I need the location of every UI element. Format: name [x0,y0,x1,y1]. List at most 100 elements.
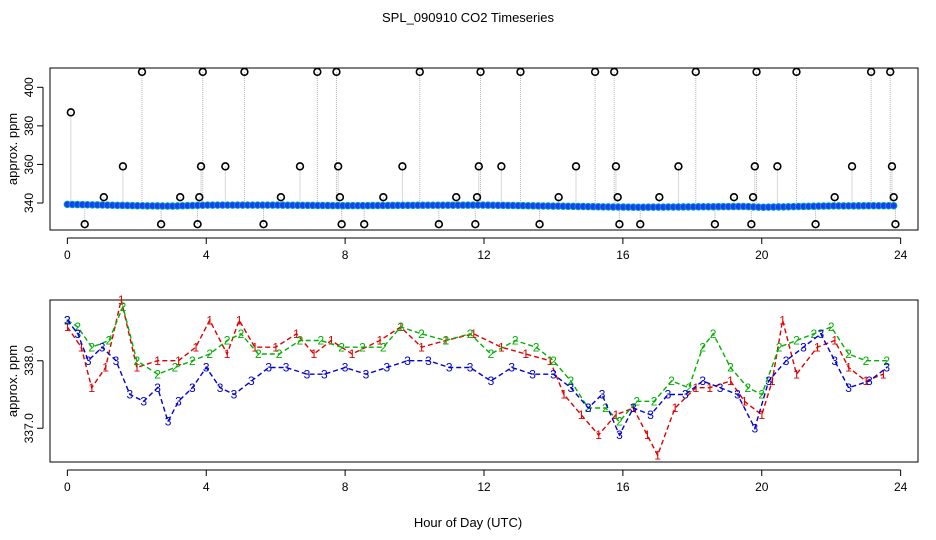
outlier-point [476,67,485,77]
outlier-point [313,67,322,77]
top-x-tick-label: 0 [64,248,71,262]
series-1-marker: 1 [88,381,95,395]
series-3-marker: 3 [599,388,606,402]
outlier-point [554,193,563,202]
outlier-point [710,220,720,229]
series-1-marker: 1 [741,394,748,408]
series-2-marker: 2 [793,334,800,348]
series-1-marker: 1 [672,401,679,415]
series-1-marker: 1 [831,334,838,348]
bottom-x-tick-label: 24 [894,480,908,494]
series-1-marker: 1 [814,340,821,354]
series-3-marker: 3 [321,367,328,381]
series-2-marker: 2 [255,347,262,361]
series-2-marker: 2 [442,334,449,348]
outlier-point [830,193,839,202]
series-3-marker: 3 [665,388,672,402]
series-3-marker: 3 [363,367,370,381]
top-ylabel: approx. ppm [5,113,20,185]
outlier-point [332,67,341,77]
series-1-marker: 1 [845,361,852,375]
outlier-point [516,67,525,77]
series-1-marker: 1 [206,313,213,327]
series-3-marker: 3 [113,354,120,368]
outlier-point [674,162,683,171]
series-1-marker: 1 [692,381,699,395]
series-3-marker: 3 [550,367,557,381]
top-x-tick-label: 20 [755,248,769,262]
outlier-point [452,193,461,202]
series-2-marker: 2 [297,334,304,348]
outlier-point [811,220,820,229]
outlier-point [259,220,268,229]
series-2-marker: 2 [863,354,870,368]
bottom-x-tick-label: 20 [755,480,769,494]
series-3-marker: 3 [682,388,689,402]
series-1-marker: 1 [154,354,161,368]
series-2-marker: 2 [567,374,574,388]
series-1-marker: 1 [522,347,529,361]
outlier-point [195,193,204,202]
series-1-marker: 1 [706,381,713,395]
top-y-tick-label: 360 [22,154,36,174]
top-axes: 0 4 8 12 16 20 24 340 360 380 400 [22,77,908,262]
bottom-x-tick-label: 4 [203,480,210,494]
series-2-marker: 2 [224,334,231,348]
series-1-marker: 1 [779,313,786,327]
top-x-tick-label: 8 [342,248,349,262]
outlier-point [276,193,286,202]
outlier-point [474,162,483,171]
series-3-marker: 3 [425,354,432,368]
outlier-point [748,193,758,202]
series-3-marker: 3 [630,401,637,415]
series-2-marker: 2 [276,347,283,361]
outlier-point [866,67,876,77]
series-1-marker: 1 [118,293,125,307]
series-3-marker: 3 [248,374,255,388]
outlier-point [891,220,900,229]
series-2-marker: 2 [512,334,519,348]
outlier-point [636,220,645,229]
series-2-marker: 2 [686,381,693,395]
series-2-marker: 2 [758,388,765,402]
series-3-marker: 3 [446,361,453,375]
series-1-marker: 1 [880,367,887,381]
series-1-marker: 1 [547,354,554,368]
series-3-marker: 3 [699,374,706,388]
top-x-tick-label: 24 [894,248,908,262]
series-1-marker: 1 [793,367,800,381]
outlier-point [887,162,897,171]
series-3-marker: 3 [165,415,172,429]
chart-title: SPL_090910 CO2 Timeseries [382,10,554,25]
series-3-marker: 3 [508,361,515,375]
bottom-ylabel: approx. ppm [5,345,20,417]
series-3-marker: 3 [140,394,147,408]
outlier-point [335,193,345,202]
series-2-marker: 2 [845,347,852,361]
series-3-marker: 3 [74,327,81,341]
series-3-marker: 3 [529,367,536,381]
top-baseline-points [63,200,898,211]
series-3-marker: 3 [567,381,574,395]
outlier-point [847,162,857,171]
outlier-point [471,220,480,229]
outlier-point [99,193,109,202]
series-3-marker: 3 [883,361,890,375]
series-2-line [67,304,887,423]
outlier-point [434,220,444,229]
series-1-marker: 1 [578,408,585,422]
series-3-marker: 3 [783,354,790,368]
series-1-marker: 1 [236,313,243,327]
outlier-point [609,67,619,77]
series-2-marker: 2 [133,354,140,368]
series-1-marker: 1 [272,340,279,354]
outlier-point [729,193,739,202]
bottom-x-tick-label: 16 [616,480,630,494]
series-1-marker: 1 [613,408,620,422]
outlier-point [118,162,128,171]
outlier-point [156,220,166,229]
